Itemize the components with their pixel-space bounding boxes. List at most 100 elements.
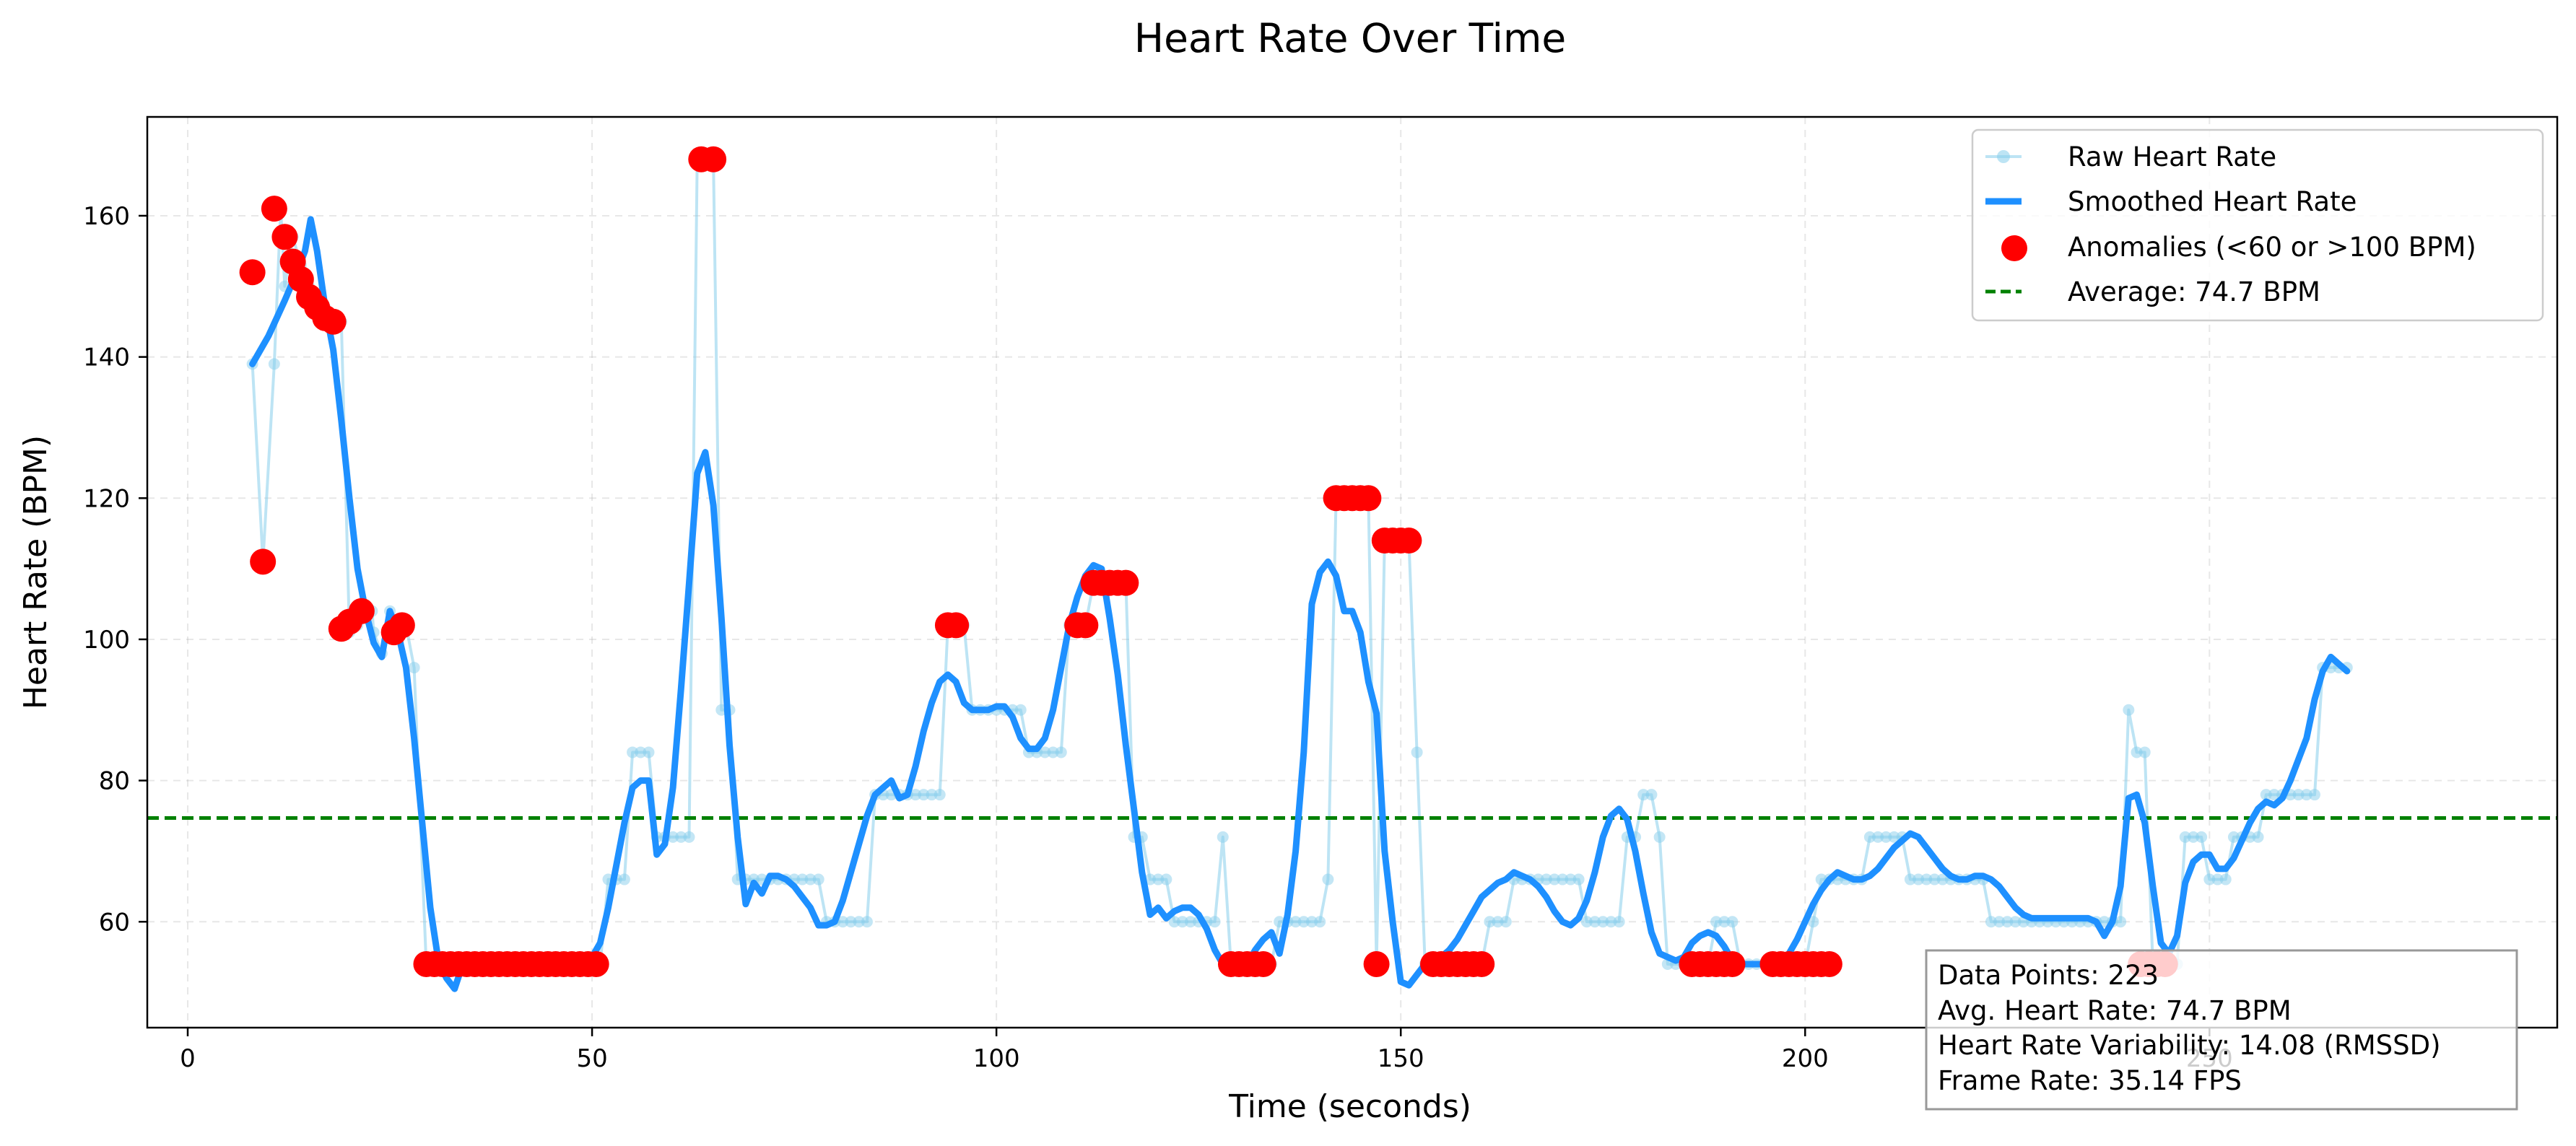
raw-heart-rate-point — [2219, 873, 2232, 885]
x-tick-label: 100 — [973, 1044, 1020, 1073]
raw-heart-rate-point — [1888, 831, 1900, 843]
raw-heart-rate-point — [1597, 916, 1609, 928]
raw-heart-rate-point — [1565, 873, 1577, 885]
legend-raw-label: Raw Heart Rate — [2068, 141, 2276, 172]
raw-heart-rate-point — [2123, 704, 2135, 716]
raw-heart-rate-point — [837, 916, 849, 928]
anomaly-point — [1468, 950, 1495, 977]
raw-heart-rate-point — [1314, 916, 1326, 928]
raw-heart-rate-point — [1653, 831, 1666, 843]
raw-heart-rate-point — [804, 873, 817, 885]
raw-heart-rate-point — [1726, 916, 1739, 928]
stats-variability: Heart Rate Variability: 14.08 (RMSSD) — [1938, 1030, 2441, 1061]
raw-heart-rate-point — [1993, 916, 2006, 928]
raw-heart-rate-point — [1613, 916, 1625, 928]
legend: Raw Heart Rate Smoothed Heart Rate Anoma… — [1971, 128, 2544, 322]
raw-heart-rate-point — [408, 662, 420, 674]
raw-heart-rate-point — [268, 358, 280, 370]
raw-heart-rate-point — [2179, 831, 2191, 843]
anomaly-point — [1072, 612, 1099, 639]
series-layer — [147, 146, 2557, 992]
raw-heart-rate-point — [1580, 916, 1593, 928]
raw-heart-rate-point — [2196, 831, 2208, 843]
raw-heart-rate-point — [845, 916, 857, 928]
raw-heart-rate-point — [1637, 789, 1650, 801]
y-tick-label: 120 — [83, 484, 130, 513]
stats-box: Data Points: 223 Avg. Heart Rate: 74.7 B… — [1925, 949, 2518, 1111]
x-tick-label: 0 — [180, 1044, 196, 1073]
raw-heart-rate-point — [1297, 916, 1310, 928]
anomaly-point — [261, 196, 287, 222]
y-tick-label: 60 — [99, 908, 130, 937]
stats-data-points: Data Points: 223 — [1938, 960, 2159, 991]
raw-heart-rate-point — [2300, 789, 2312, 801]
raw-heart-rate-point — [1209, 916, 1221, 928]
raw-heart-rate-point — [1152, 873, 1165, 885]
raw-heart-rate-point — [1039, 746, 1051, 758]
raw-heart-rate-point — [1807, 916, 1819, 928]
raw-heart-rate-point — [643, 746, 655, 758]
raw-heart-rate-point — [2292, 789, 2305, 801]
raw-heart-rate-point — [1184, 916, 1196, 928]
raw-heart-rate-point — [796, 873, 809, 885]
x-tick-label: 150 — [1378, 1044, 1424, 1073]
raw-heart-rate-point — [1928, 873, 1941, 885]
anomaly-point — [1719, 950, 1746, 977]
raw-heart-rate-point — [910, 789, 922, 801]
x-tick-label: 50 — [576, 1044, 607, 1073]
stats-frame-rate: Frame Rate: 35.14 FPS — [1938, 1065, 2242, 1096]
raw-heart-rate-point — [2260, 789, 2272, 801]
raw-heart-rate-point — [1557, 873, 1569, 885]
legend-anomaly-marker — [2001, 235, 2027, 261]
raw-heart-rate-point — [1904, 873, 1916, 885]
raw-heart-rate-point — [667, 831, 679, 843]
anomaly-point — [583, 950, 609, 977]
raw-heart-rate-point — [1985, 916, 1997, 928]
legend-average-label: Average: 74.7 BPM — [2068, 276, 2320, 307]
raw-heart-rate-point — [1160, 873, 1172, 885]
raw-heart-rate-point — [1055, 746, 1067, 758]
raw-heart-rate-point — [1411, 746, 1423, 758]
anomaly-point — [388, 612, 415, 639]
raw-heart-rate-point — [853, 916, 865, 928]
raw-heart-rate-point — [1605, 916, 1617, 928]
plot-frame — [146, 115, 2559, 1029]
raw-heart-rate-point — [2001, 916, 2014, 928]
chart-title: Heart Rate Over Time — [1134, 15, 1567, 61]
x-tick-label: 200 — [1782, 1044, 1829, 1073]
legend-frame — [1971, 128, 2544, 322]
raw-heart-rate-point — [635, 746, 647, 758]
x-axis-label: Time (seconds) — [1228, 1088, 1471, 1125]
raw-heart-rate-point — [2131, 746, 2143, 758]
raw-heart-rate-point — [1168, 916, 1180, 928]
anomaly-point — [700, 146, 727, 172]
raw-heart-rate-point — [1322, 873, 1334, 885]
raw-heart-rate-point — [2009, 916, 2022, 928]
raw-heart-rate-point — [918, 789, 930, 801]
y-tick-label: 140 — [83, 344, 130, 372]
raw-heart-rate-point — [1014, 704, 1027, 716]
raw-heart-rate-point — [2268, 789, 2280, 801]
raw-heart-rate-point — [1872, 831, 1884, 843]
anomaly-point — [1363, 950, 1390, 977]
anomaly-point — [1113, 569, 1139, 596]
raw-heart-rate-point — [627, 746, 639, 758]
smoothed-heart-rate-line — [249, 216, 2351, 992]
raw-heart-rate-point — [618, 873, 630, 885]
raw-heart-rate-point — [2211, 873, 2224, 885]
raw-heart-rate-point — [1572, 873, 1585, 885]
stats-frame — [1925, 949, 2518, 1111]
raw-heart-rate-point — [1863, 831, 1876, 843]
raw-heart-rate-point — [1492, 916, 1504, 928]
anomaly-point — [239, 259, 266, 286]
raw-heart-rate-point — [934, 789, 946, 801]
raw-heart-rate-point — [1920, 873, 1933, 885]
raw-heart-rate-point — [1549, 873, 1561, 885]
anomaly-point — [943, 612, 970, 639]
raw-heart-rate-point — [2187, 831, 2199, 843]
y-tick-label: 80 — [99, 767, 130, 796]
raw-heart-rate-point — [1289, 916, 1302, 928]
raw-heart-rate-point — [1176, 916, 1188, 928]
raw-heart-rate-point — [2227, 831, 2240, 843]
raw-heart-rate-point — [1880, 831, 1892, 843]
